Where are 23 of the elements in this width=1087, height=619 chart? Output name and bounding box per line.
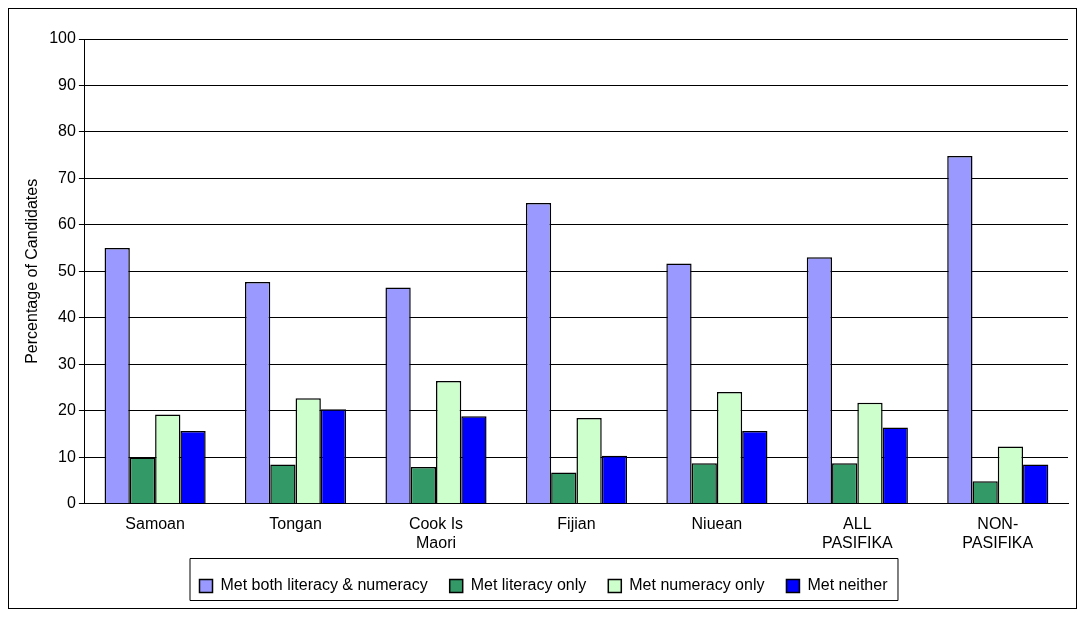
x-tick-label: Cook Is Maori: [408, 514, 464, 551]
legend-label: Met numeracy only: [629, 576, 765, 594]
y-tick-label: 90: [58, 75, 76, 93]
y-tick-label: 0: [66, 494, 76, 512]
x-tick-label: Niuean: [691, 514, 743, 532]
legend-label: Met both literacy & numeracy: [220, 576, 428, 594]
y-tick-label: 20: [58, 401, 76, 419]
y-tick-label: 70: [58, 168, 76, 186]
y-tick-label: 50: [58, 261, 76, 279]
y-tick-label: 80: [58, 122, 76, 140]
y-tick-label: 30: [58, 354, 76, 372]
x-tick-label: NON-PASIFIKA: [962, 514, 1034, 551]
y-tick-label: 10: [58, 447, 76, 465]
y-tick-label: 40: [58, 308, 76, 326]
y-axis-title: Percentage of Candidates: [23, 178, 41, 364]
legend-label: Met neither: [807, 576, 889, 594]
x-tick-label: Tongan: [269, 514, 322, 532]
y-tick-label: 60: [58, 215, 76, 233]
x-tick-label: Samoan: [125, 514, 185, 532]
x-tick-label: Fijian: [557, 514, 596, 532]
y-tick-label: 100: [49, 29, 76, 47]
legend-label: Met literacy only: [470, 576, 587, 594]
x-tick-label: ALL PASIFIKA: [821, 514, 894, 551]
